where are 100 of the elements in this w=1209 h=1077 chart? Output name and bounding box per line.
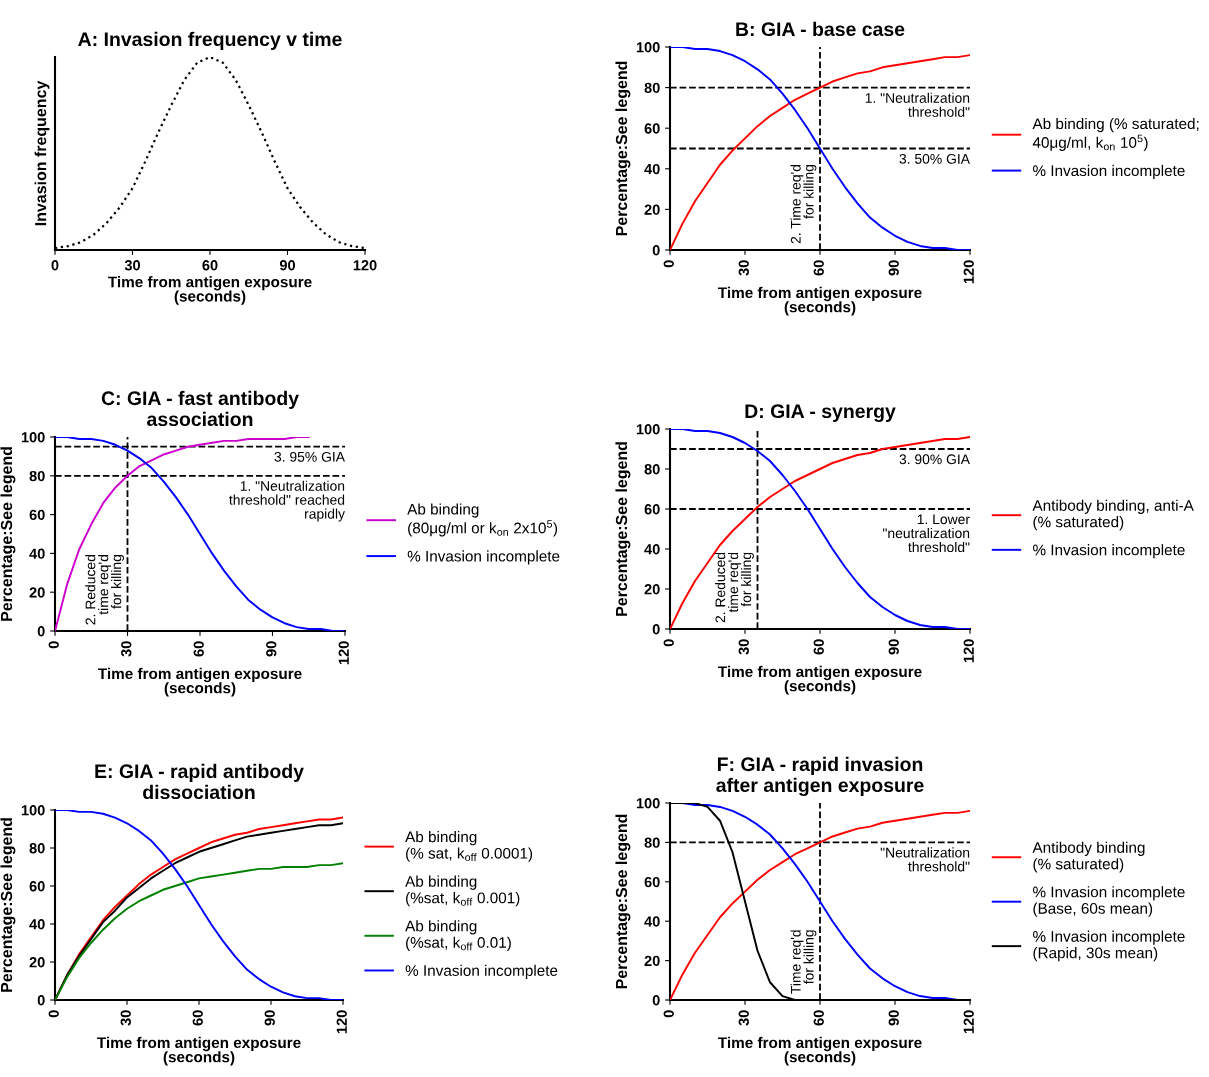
x-tick-label: 90: [888, 260, 899, 276]
x-tick-label: 30: [124, 260, 141, 271]
x-tick-label: 60: [813, 639, 824, 655]
ref-line-label: 2. Reduced time req'd for killing: [715, 552, 754, 623]
x-tick-label: 90: [266, 641, 277, 657]
ref-line-label: "Neutralization threshold": [880, 847, 970, 872]
x-tick-label: 0: [51, 260, 59, 271]
x-axis-title: Time from antigen exposure (seconds): [718, 1036, 922, 1066]
y-tick-label: 100: [21, 432, 45, 443]
legend-label: Ab binding (% sat, k$_{off}$ 0.0001): [405, 831, 533, 862]
y-tick-label: 60: [644, 504, 660, 515]
x-tick-label: 120: [353, 260, 377, 271]
y-tick-label: 80: [644, 82, 660, 94]
x-tick-label: 30: [121, 641, 132, 657]
x-tick-label: 120: [963, 1010, 974, 1034]
legend-label: Ab binding (% saturated; 40μg/ml, k$_{on}$ 10$^{5}$): [1032, 117, 1199, 151]
y-tick-label: 100: [21, 805, 45, 816]
chart-title: B: GIA - base case: [736, 21, 905, 37]
legend-label: Ab binding (%sat, k$_{off}$ 0.01): [405, 920, 511, 951]
y-tick-label: 80: [644, 837, 660, 848]
legend-label: % Invasion incomplete: [1033, 164, 1185, 180]
x-axis-title: Time from antigen exposure (seconds): [718, 286, 922, 316]
legend-label: % Invasion incomplete: [405, 964, 558, 979]
chart-title: C: GIA - fast antibody association: [101, 390, 299, 427]
x-axis-title: Time from antigen exposure (seconds): [97, 1036, 301, 1066]
x-tick-label: 0: [48, 641, 59, 649]
y-tick-label: 40: [644, 916, 660, 927]
y-tick-label: 20: [644, 955, 660, 967]
ref-line-label: 1. "Neutralization threshold": [865, 92, 970, 117]
x-tick-label: 90: [279, 260, 296, 271]
chart-title: F: GIA - rapid invasion after antigen exposure: [716, 756, 924, 797]
ref-line-label: 1. "Neutralization threshold" reached rapidly: [229, 480, 345, 522]
x-tick-label: 30: [738, 260, 749, 276]
y-axis-title: Percentage:See legend: [0, 818, 16, 992]
y-tick-label: 0: [37, 626, 45, 637]
y-tick-label: 20: [644, 584, 660, 595]
x-tick-label: 0: [663, 639, 674, 647]
legend-label: Antibody binding (% saturated): [1032, 841, 1145, 873]
x-tick-label: 120: [338, 641, 349, 665]
y-axis-title: Percentage:See legend: [615, 61, 631, 236]
y-axis-title: Invasion frequency: [34, 80, 50, 226]
x-tick-label: 60: [202, 260, 218, 271]
chart-title: E: GIA - rapid antibody dissociation: [95, 763, 304, 800]
y-tick-label: 0: [652, 624, 660, 635]
y-tick-label: 40: [29, 919, 45, 930]
legend-label: % Invasion incomplete (Base, 60s mean): [1033, 886, 1185, 917]
y-tick-label: 80: [644, 464, 660, 475]
y-tick-label: 60: [29, 881, 45, 892]
x-tick-label: 60: [192, 1010, 203, 1026]
ref-line-label: Time req'd for killing: [790, 930, 817, 994]
x-tick-label: 120: [963, 260, 974, 284]
legend-label: % Invasion incomplete: [407, 550, 560, 565]
x-tick-label: 90: [264, 1010, 275, 1026]
x-tick-label: 60: [813, 260, 824, 276]
legend-label: % Invasion incomplete: [1033, 544, 1185, 559]
y-tick-label: 40: [644, 163, 660, 175]
x-tick-label: 60: [813, 1010, 824, 1026]
x-tick-label: 30: [120, 1010, 131, 1026]
ref-line-label: 3. 95% GIA: [274, 451, 345, 462]
ref-line-label: 3. 50% GIA: [899, 153, 970, 164]
x-tick-label: 0: [663, 1010, 674, 1018]
x-tick-label: 30: [738, 1010, 749, 1026]
x-tick-label: 90: [888, 639, 899, 655]
y-tick-label: 100: [636, 42, 660, 53]
chart-title: A: Invasion frequency v time: [78, 31, 342, 50]
y-axis-title: Percentage:See legend: [615, 442, 631, 616]
x-axis-title: Time from antigen exposure (seconds): [718, 665, 922, 695]
y-tick-label: 80: [29, 470, 45, 482]
x-tick-label: 120: [336, 1010, 347, 1034]
y-axis-title: Percentage:See legend: [615, 814, 631, 989]
y-tick-label: 80: [29, 843, 45, 854]
y-tick-label: 20: [29, 957, 45, 968]
x-tick-label: 30: [738, 639, 749, 655]
y-tick-label: 100: [636, 798, 660, 809]
legend-label: Ab binding (80μg/ml or k$_{on}$ 2x10$^{5}$): [407, 503, 558, 537]
y-tick-label: 60: [644, 876, 660, 888]
x-tick-label: 0: [663, 260, 674, 268]
y-tick-label: 20: [644, 204, 660, 215]
y-axis-title: Percentage:See legend: [0, 447, 16, 621]
ref-line-label: 1. Lower "neutralization threshold": [883, 514, 970, 553]
x-axis-title: Time from antigen exposure (seconds): [108, 276, 312, 305]
y-tick-label: 60: [644, 123, 660, 134]
x-tick-label: 90: [888, 1010, 899, 1026]
y-tick-label: 0: [652, 245, 660, 256]
legend-label: Antibody binding, anti-A (% saturated): [1032, 499, 1194, 531]
ref-line-label: 2. Time req'd for killing: [790, 164, 817, 244]
y-tick-label: 20: [29, 587, 45, 598]
legend-label: % Invasion incomplete (Rapid, 30s mean): [1033, 930, 1185, 962]
y-tick-label: 40: [29, 548, 45, 559]
x-tick-label: 120: [963, 639, 974, 663]
y-tick-label: 40: [644, 544, 660, 555]
x-tick-label: 0: [48, 1010, 59, 1018]
legend-label: Ab binding (%sat, k$_{off}$ 0.001): [405, 875, 520, 907]
x-tick-label: 60: [193, 641, 204, 657]
y-tick-label: 0: [652, 995, 660, 1006]
ref-line-label: 3. 90% GIA: [899, 454, 970, 465]
y-tick-label: 100: [636, 424, 660, 435]
chart-title: D: GIA - synergy: [745, 404, 896, 423]
ref-line-label: 2. Reduced time req'd for killing: [85, 555, 125, 625]
x-axis-title: Time from antigen exposure (seconds): [98, 667, 302, 697]
